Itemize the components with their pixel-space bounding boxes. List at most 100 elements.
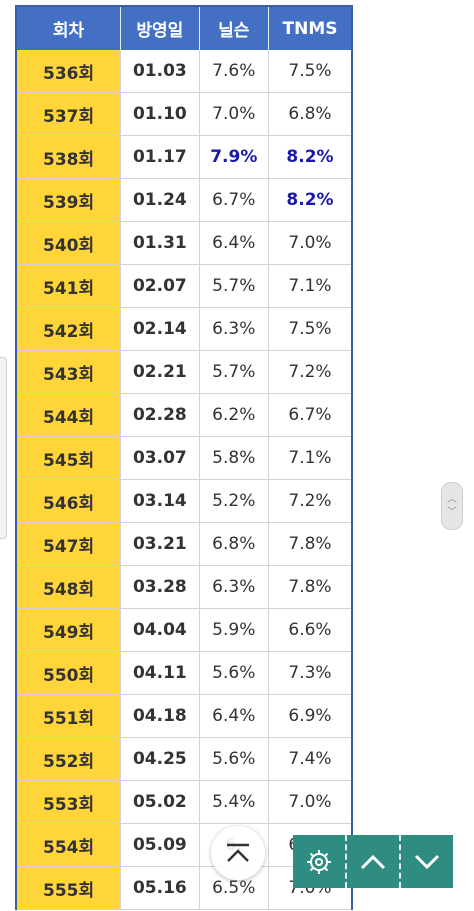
air-date-cell: 03.07	[120, 436, 200, 480]
scroll-up-mini-icon: ︿	[447, 494, 457, 505]
tnms-cell: 7.1%	[268, 436, 351, 480]
table-row: 546회 03.14 5.2% 7.2%	[17, 479, 351, 523]
tnms-cell: 7.2%	[268, 350, 351, 394]
episode-cell: 540회	[17, 221, 122, 265]
ratings-table: 회차 방영일 닐슨 TNMS 536회 01.03 7.6% 7.5% 537회 01.1…	[17, 7, 351, 910]
air-date-cell: 04.25	[120, 737, 200, 781]
table-row: 553회 05.02 5.4% 7.0%	[17, 780, 351, 824]
air-date-cell: 01.17	[120, 135, 200, 179]
table-row: 548회 03.28 6.3% 7.8%	[17, 565, 351, 609]
nielsen-cell: 5.8%	[199, 436, 269, 480]
episode-cell: 539회	[17, 178, 122, 222]
header-nielsen: 닐슨	[199, 7, 269, 50]
nielsen-cell: 6.3%	[199, 565, 269, 609]
episode-cell: 544회	[17, 393, 122, 437]
table-row: 536회 01.03 7.6% 7.5%	[17, 50, 351, 93]
tnms-cell: 7.2%	[268, 479, 351, 523]
tnms-cell: 7.8%	[268, 522, 351, 566]
tnms-cell: 6.9%	[268, 694, 351, 738]
chevron-up-icon	[360, 854, 386, 869]
air-date-cell: 03.28	[120, 565, 200, 609]
table-row: 549회 04.04 5.9% 6.6%	[17, 608, 351, 652]
previous-button[interactable]	[345, 835, 399, 888]
air-date-cell: 01.24	[120, 178, 200, 222]
episode-cell: 541회	[17, 264, 122, 308]
episode-cell: 549회	[17, 608, 122, 652]
tnms-cell: 7.0%	[268, 780, 351, 824]
nielsen-cell: 7.6%	[199, 50, 269, 93]
scroll-to-top-button[interactable]	[211, 826, 265, 880]
nielsen-cell: 7.0%	[199, 92, 269, 136]
tnms-cell: 7.5%	[268, 307, 351, 351]
tnms-cell: 8.2%	[268, 135, 351, 179]
table-row: 542회 02.14 6.3% 7.5%	[17, 307, 351, 351]
episode-cell: 536회	[17, 50, 122, 93]
nielsen-cell: 6.4%	[199, 221, 269, 265]
next-button[interactable]	[399, 835, 453, 888]
episode-cell: 554회	[17, 823, 122, 867]
episode-cell: 543회	[17, 350, 122, 394]
episode-cell: 542회	[17, 307, 122, 351]
chevron-up-bar-icon	[227, 843, 249, 862]
nielsen-cell: 6.2%	[199, 393, 269, 437]
episode-cell: 551회	[17, 694, 122, 738]
air-date-cell: 04.11	[120, 651, 200, 695]
episode-cell: 545회	[17, 436, 122, 480]
nielsen-cell: 5.6%	[199, 651, 269, 695]
tnms-cell: 7.1%	[268, 264, 351, 308]
air-date-cell: 03.14	[120, 479, 200, 523]
air-date-cell: 01.03	[120, 50, 200, 93]
air-date-cell: 02.14	[120, 307, 200, 351]
tnms-cell: 7.3%	[268, 651, 351, 695]
nielsen-cell: 5.6%	[199, 737, 269, 781]
table-row: 540회 01.31 6.4% 7.0%	[17, 221, 351, 265]
gear-icon	[307, 849, 331, 874]
settings-button[interactable]	[293, 835, 345, 888]
episode-cell: 555회	[17, 866, 122, 910]
episode-cell: 546회	[17, 479, 122, 523]
nielsen-cell: 5.7%	[199, 264, 269, 308]
tnms-cell: 7.8%	[268, 565, 351, 609]
air-date-cell: 02.28	[120, 393, 200, 437]
nielsen-cell: 5.2%	[199, 479, 269, 523]
chevron-down-icon	[414, 854, 440, 869]
table-row: 539회 01.24 6.7% 8.2%	[17, 178, 351, 222]
floating-toolbar	[293, 835, 453, 888]
table-row: 537회 01.10 7.0% 6.8%	[17, 92, 351, 136]
air-date-cell: 02.21	[120, 350, 200, 394]
nielsen-cell: 7.9%	[199, 135, 269, 179]
nielsen-cell: 6.4%	[199, 694, 269, 738]
page-scroll-indicator[interactable]: ︿ ﹀	[441, 482, 463, 530]
tnms-cell: 7.4%	[268, 737, 351, 781]
scroll-down-mini-icon: ﹀	[447, 507, 457, 518]
nielsen-cell: 6.8%	[199, 522, 269, 566]
air-date-cell: 01.10	[120, 92, 200, 136]
table-row: 541회 02.07 5.7% 7.1%	[17, 264, 351, 308]
tnms-cell: 6.8%	[268, 92, 351, 136]
header-air-date: 방영일	[120, 7, 200, 50]
table-row: 545회 03.07 5.8% 7.1%	[17, 436, 351, 480]
table-row: 538회 01.17 7.9% 8.2%	[17, 135, 351, 179]
tnms-cell: 7.5%	[268, 50, 351, 93]
tnms-cell: 8.2%	[268, 178, 351, 222]
table-row: 544회 02.28 6.2% 6.7%	[17, 393, 351, 437]
episode-cell: 547회	[17, 522, 122, 566]
air-date-cell: 04.18	[120, 694, 200, 738]
air-date-cell: 05.09	[120, 823, 200, 867]
table-row: 547회 03.21 6.8% 7.8%	[17, 522, 351, 566]
table-row: 550회 04.11 5.6% 7.3%	[17, 651, 351, 695]
air-date-cell: 04.04	[120, 608, 200, 652]
ratings-table-container: 회차 방영일 닐슨 TNMS 536회 01.03 7.6% 7.5% 537회 01.1…	[15, 5, 353, 910]
tnms-cell: 6.7%	[268, 393, 351, 437]
episode-cell: 537회	[17, 92, 122, 136]
episode-cell: 553회	[17, 780, 122, 824]
episode-cell: 538회	[17, 135, 122, 179]
air-date-cell: 01.31	[120, 221, 200, 265]
episode-cell: 552회	[17, 737, 122, 781]
table-row: 552회 04.25 5.6% 7.4%	[17, 737, 351, 781]
episode-cell: 548회	[17, 565, 122, 609]
nielsen-cell: 6.7%	[199, 178, 269, 222]
side-drawer-handle[interactable]	[0, 357, 7, 539]
nielsen-cell: 5.4%	[199, 780, 269, 824]
episode-cell: 550회	[17, 651, 122, 695]
